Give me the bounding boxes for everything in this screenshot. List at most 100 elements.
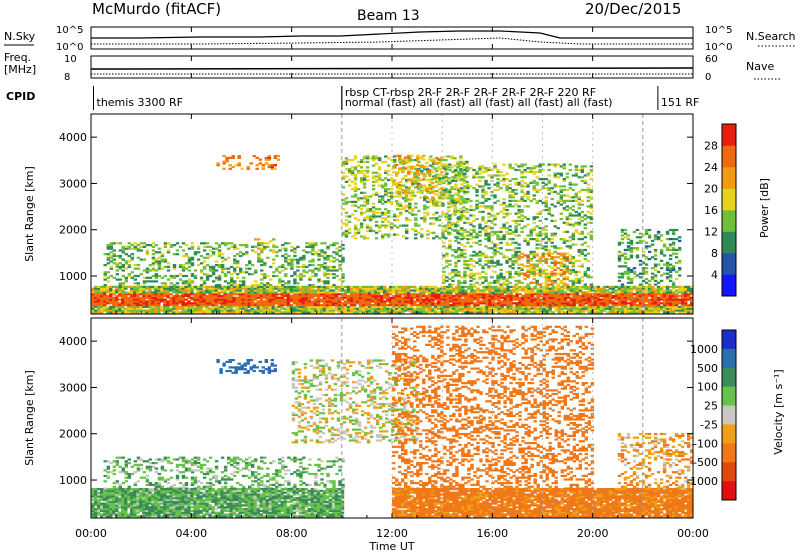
heatmap-cell xyxy=(121,298,125,301)
heatmap-cell xyxy=(91,294,95,298)
heatmap-cell xyxy=(463,210,467,213)
heatmap-cell xyxy=(127,296,131,299)
heatmap-cell xyxy=(490,194,494,197)
heatmap-cell xyxy=(530,298,534,301)
heatmap-cell xyxy=(296,269,300,272)
heatmap-cell xyxy=(448,263,452,266)
heatmap-cell xyxy=(434,294,438,298)
heatmap-cell xyxy=(687,304,691,307)
heatmap-cell xyxy=(301,305,306,308)
heatmap-cell xyxy=(620,289,625,292)
heatmap-cell xyxy=(514,168,518,172)
heatmap-cell xyxy=(263,274,267,278)
heatmap-cell xyxy=(307,302,312,305)
heatmap-cell xyxy=(487,168,491,172)
heatmap-cell xyxy=(139,296,143,299)
heatmap-cell xyxy=(376,294,381,298)
heatmap-cell xyxy=(316,307,321,310)
heatmap-cell xyxy=(378,177,382,180)
heatmap-cell xyxy=(448,168,452,172)
heatmap-cell xyxy=(487,247,491,250)
heatmap-cell xyxy=(569,285,573,288)
heatmap-cell xyxy=(124,294,128,298)
heatmap-cell xyxy=(181,311,185,314)
heatmap-cell xyxy=(106,245,110,248)
heatmap-cell xyxy=(469,254,473,257)
heatmap-cell xyxy=(451,221,455,224)
heatmap-cell xyxy=(508,179,512,182)
heatmap-cell xyxy=(457,272,461,275)
heatmap-cell xyxy=(521,304,525,307)
heatmap-cell xyxy=(401,309,405,312)
heatmap-cell xyxy=(274,293,278,296)
heatmap-cell xyxy=(466,230,470,233)
heatmap-cell xyxy=(473,289,477,292)
heatmap-cell xyxy=(457,178,461,181)
heatmap-cell xyxy=(626,293,631,296)
heatmap-cell xyxy=(413,291,417,294)
heatmap-cell xyxy=(460,232,464,235)
heatmap-cell xyxy=(273,164,277,167)
heatmap-cell xyxy=(169,293,173,296)
heatmap-cell xyxy=(142,296,146,299)
heatmap-cell xyxy=(378,195,382,198)
heatmap-cell xyxy=(614,307,619,310)
heatmap-cell xyxy=(647,304,652,307)
heatmap-cell xyxy=(473,294,477,298)
heatmap-cell xyxy=(299,265,303,268)
heatmap-cell xyxy=(611,309,616,312)
heatmap-cell xyxy=(364,294,369,298)
heatmap-cell xyxy=(181,285,185,288)
heatmap-cell xyxy=(472,250,476,253)
heatmap-cell xyxy=(169,276,174,279)
heatmap-cell xyxy=(91,302,95,305)
heatmap-cell xyxy=(503,307,507,310)
heatmap-cell xyxy=(493,218,497,221)
heatmap-cell xyxy=(160,258,165,261)
heatmap-cell xyxy=(307,296,312,299)
heatmap-cell xyxy=(281,244,285,247)
heatmap-cell xyxy=(136,302,140,305)
heatmap-cell xyxy=(166,278,171,281)
heatmap-cell xyxy=(337,298,342,301)
heatmap-cell xyxy=(408,204,412,207)
heatmap-cell xyxy=(314,242,318,245)
heatmap-cell xyxy=(425,296,429,299)
heatmap-cell xyxy=(684,291,688,294)
heatmap-cell xyxy=(487,236,491,239)
heatmap-cell xyxy=(451,199,455,202)
heatmap-cell xyxy=(497,300,501,303)
heatmap-cell xyxy=(572,289,576,292)
heatmap-cell xyxy=(431,285,435,288)
heatmap-cell xyxy=(272,238,276,241)
heatmap-cell xyxy=(563,293,567,296)
heatmap-cell xyxy=(493,196,497,199)
heatmap-cell xyxy=(229,291,233,294)
heatmap-cell xyxy=(428,300,432,303)
heatmap-cell xyxy=(429,200,433,203)
heatmap-cell xyxy=(374,175,379,178)
heatmap-cell xyxy=(275,251,279,254)
heatmap-cell xyxy=(475,170,479,173)
heatmap-cell xyxy=(190,256,195,259)
heatmap-cell xyxy=(217,254,222,258)
heatmap-cell xyxy=(193,302,197,305)
heatmap-cell xyxy=(277,300,281,303)
heatmap-cell xyxy=(109,285,113,288)
heatmap-cell xyxy=(545,289,549,292)
heatmap-cell xyxy=(407,287,411,290)
heatmap-cell xyxy=(118,291,122,294)
heatmap-cell xyxy=(136,282,141,285)
heatmap-cell xyxy=(467,298,471,301)
heatmap-cell xyxy=(475,183,479,186)
heatmap-cell xyxy=(253,296,257,299)
heatmap-cell xyxy=(434,298,438,301)
heatmap-cell xyxy=(518,287,522,290)
heatmap-cell xyxy=(608,302,613,305)
heatmap-cell xyxy=(457,283,461,286)
heatmap-cell xyxy=(647,298,652,301)
heatmap-cell xyxy=(332,267,336,270)
heatmap-cell xyxy=(455,285,459,288)
heatmap-cell xyxy=(684,309,688,312)
